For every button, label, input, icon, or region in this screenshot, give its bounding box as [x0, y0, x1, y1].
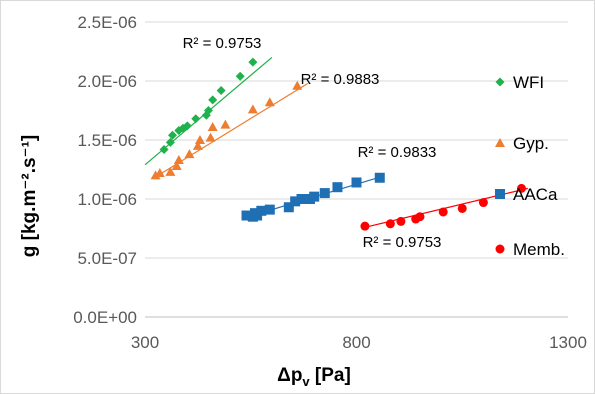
data-points [150, 57, 526, 231]
legend-marker-gyp [495, 138, 505, 147]
legend-marker-aaca [495, 189, 505, 199]
data-point-wfi [216, 85, 226, 95]
data-point-memb [457, 203, 467, 213]
data-point-aaca [374, 172, 385, 183]
data-point-memb [360, 221, 370, 231]
y-tick-label: 1.0E-06 [77, 190, 137, 209]
x-axis-ticks: 300 800 1300 [131, 333, 587, 352]
legend-label-gyp: Gyp. [513, 134, 549, 153]
legend-label-aaca: AACa [513, 185, 558, 204]
data-point-wfi [167, 130, 177, 140]
data-point-gyp [150, 170, 161, 180]
y-tick-label: 1.5E-06 [77, 131, 137, 150]
x-axis-title-main: Δp [277, 365, 302, 386]
data-point-gyp [154, 168, 165, 178]
y-tick-label: 5.0E-07 [77, 249, 137, 268]
y-tick-label: 2.0E-06 [77, 72, 137, 91]
data-point-wfi [208, 95, 218, 105]
data-point-aaca [309, 191, 320, 202]
r2-label-gyp: R² = 0.9883 [301, 71, 380, 88]
data-point-memb [396, 216, 406, 226]
legend-label-memb: Memb. [513, 240, 565, 259]
data-point-gyp [171, 160, 182, 170]
legend-marker-memb [495, 244, 505, 254]
r2-label-memb: R² = 0.9753 [363, 234, 442, 251]
data-point-wfi [248, 57, 258, 67]
data-point-wfi [191, 114, 201, 124]
data-point-aaca [241, 210, 252, 221]
data-point-gyp [292, 80, 303, 90]
data-point-memb [385, 219, 395, 229]
data-point-gyp [173, 155, 184, 165]
x-tick-label: 1300 [549, 333, 587, 352]
x-tick-label: 800 [342, 333, 370, 352]
y-axis-ticks: 0.0E+00 5.0E-07 1.0E-06 1.5E-06 2.0E-06 2.5E-… [73, 13, 137, 327]
data-point-aaca [264, 204, 275, 215]
r2-label-wfi: R² = 0.9753 [183, 35, 262, 52]
data-point-wfi [203, 106, 213, 115]
data-point-gyp [207, 122, 218, 132]
data-point-gyp [184, 149, 195, 159]
data-point-gyp [264, 97, 275, 107]
data-point-wfi [182, 121, 192, 131]
r2-label-aaca: R² = 0.9833 [358, 144, 437, 161]
data-point-gyp [247, 104, 258, 114]
data-point-memb [415, 212, 425, 222]
data-point-memb [438, 207, 448, 217]
legend-marker-wfi [495, 77, 505, 87]
data-point-gyp [165, 166, 176, 176]
data-point-gyp [220, 119, 231, 129]
data-point-aaca [256, 205, 267, 216]
x-axis-title-unit: [Pa] [310, 365, 351, 386]
x-axis-title: Δpv [Pa] [277, 365, 351, 389]
x-axis-title-subscript: v [302, 374, 310, 389]
data-point-gyp [205, 132, 216, 142]
y-axis-title: g [kg.m⁻².s⁻¹] [19, 135, 40, 257]
data-point-aaca [351, 177, 362, 188]
data-point-memb [478, 198, 488, 208]
r-squared-labels: R² = 0.9753 R² = 0.9883 R² = 0.9833 R² = 0.… [183, 35, 442, 251]
data-point-memb [516, 183, 526, 193]
legend-label-wfi: WFI [513, 73, 544, 92]
data-point-wfi [235, 71, 245, 81]
data-point-wfi [159, 144, 169, 154]
data-point-aaca [290, 196, 301, 207]
y-tick-label: 0.0E+00 [73, 308, 137, 327]
data-point-gyp [194, 135, 205, 144]
data-point-aaca [296, 194, 307, 204]
x-tick-label: 300 [131, 333, 159, 352]
data-point-wfi [165, 137, 175, 147]
data-point-gyp [192, 140, 203, 150]
data-point-aaca [283, 202, 294, 213]
data-point-aaca [319, 188, 330, 199]
legend: WFI Gyp. AACa Memb. [495, 73, 565, 259]
data-point-aaca [332, 182, 343, 193]
y-tick-label: 2.5E-06 [77, 13, 137, 32]
gridlines [145, 21, 568, 318]
